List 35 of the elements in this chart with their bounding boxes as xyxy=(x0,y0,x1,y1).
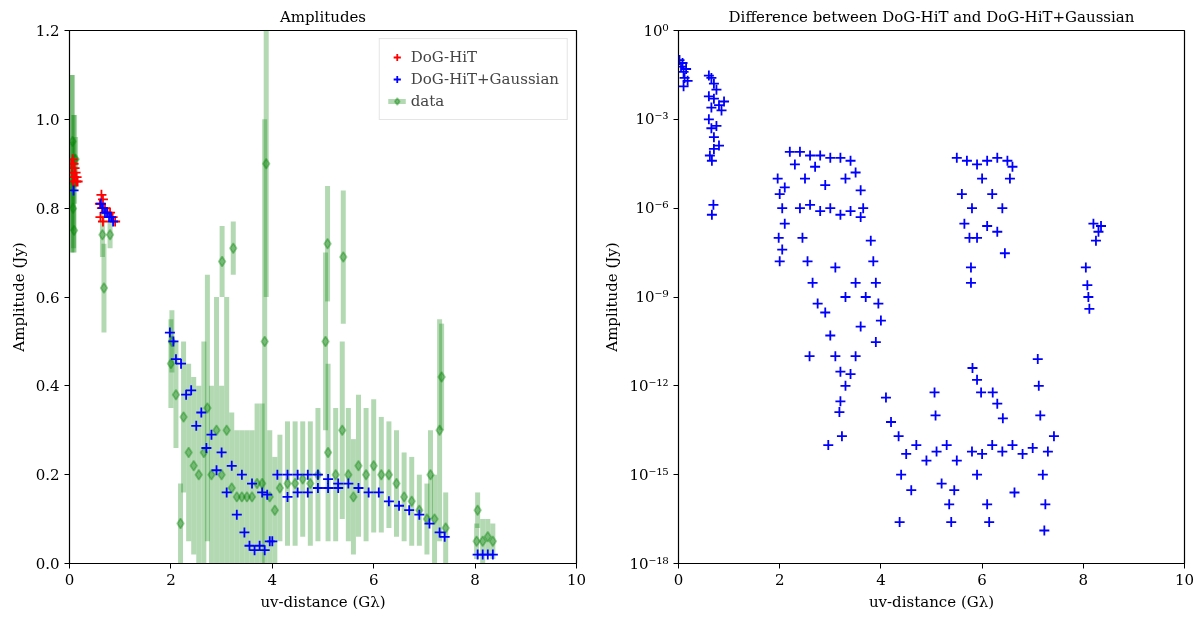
y-tick-label: 1.0 xyxy=(35,110,60,129)
x-tick-label: 6 xyxy=(977,570,987,589)
y-tick-label: 0.2 xyxy=(35,466,60,485)
x-tick-label: 8 xyxy=(1078,570,1089,589)
x-tick-label: 10 xyxy=(1174,570,1195,589)
x-tick-label: 2 xyxy=(166,570,176,589)
y-tick-label: 0.6 xyxy=(35,288,60,307)
y-axis-title: Amplitude (Jy) xyxy=(9,242,28,353)
y-tick-label: 10⁻⁹ xyxy=(635,288,669,306)
x-axis-title: uv-distance (Gλ) xyxy=(260,592,386,611)
x-tick-label: 10 xyxy=(566,570,587,589)
chart-title: Difference between DoG-HiT and DoG-HiT+Gaussian xyxy=(728,7,1135,26)
legend-label: data xyxy=(410,92,445,110)
x-axis-title: uv-distance (Gλ) xyxy=(868,592,995,611)
x-tick-label: 2 xyxy=(774,570,785,589)
y-tick-label: 10⁻¹⁵ xyxy=(629,465,669,484)
y-tick-label: 10⁻¹² xyxy=(629,376,669,395)
y-axis-title: Amplitude (Jy) xyxy=(603,242,622,353)
y-tick-label: 10⁻⁶ xyxy=(635,199,669,218)
legend-label: DoG-HiT xyxy=(410,48,478,66)
y-tick-label: 0.4 xyxy=(35,377,60,396)
x-tick-label: 0 xyxy=(673,570,684,589)
y-tick-label: 0.0 xyxy=(35,555,60,573)
x-tick-label: 8 xyxy=(470,570,480,589)
x-tick-label: 0 xyxy=(64,570,75,589)
chart-title: Amplitudes xyxy=(278,7,367,26)
x-tick-label: 4 xyxy=(876,570,886,589)
y-tick-label: 10⁰ xyxy=(643,21,669,40)
x-tick-label: 4 xyxy=(267,570,278,589)
y-tick-label: 10⁻¹⁸ xyxy=(629,554,669,573)
x-tick-label: 6 xyxy=(368,570,379,589)
y-tick-label: 1.2 xyxy=(35,22,60,40)
y-tick-label: 0.8 xyxy=(35,199,60,218)
y-tick-label: 10⁻³ xyxy=(635,110,669,129)
legend-label: DoG-HiT+Gaussian xyxy=(410,70,559,88)
